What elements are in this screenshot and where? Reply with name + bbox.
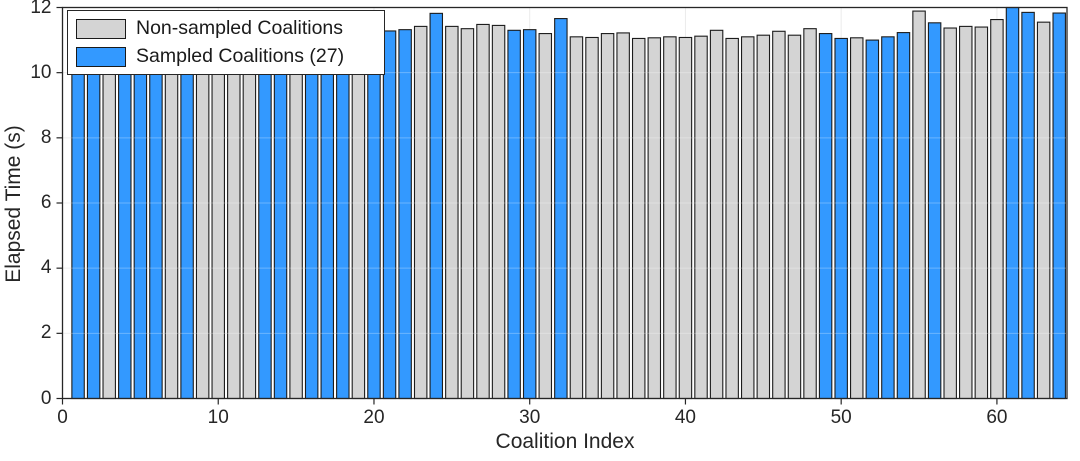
non-sampled-bar xyxy=(772,30,786,400)
non-sampled-bar xyxy=(351,30,366,400)
non-sampled-bar xyxy=(242,29,257,400)
non-sampled-bar xyxy=(709,29,724,400)
legend-entry-sampled: Sampled Coalitions (27) xyxy=(76,45,374,68)
non-sampled-bar xyxy=(631,37,646,400)
non-sampled-bar xyxy=(195,29,210,400)
sampled-bar xyxy=(429,12,444,400)
non-sampled-bar xyxy=(491,24,506,400)
sampled-bar xyxy=(896,32,911,400)
y-tick-label: 0 xyxy=(40,387,52,409)
y-tick-label: 12 xyxy=(30,0,52,18)
non-sampled-bar xyxy=(912,10,926,400)
non-sampled-bar xyxy=(1036,21,1051,400)
sampled-bar xyxy=(118,29,132,400)
non-sampled-bar xyxy=(585,36,599,400)
non-sampled-bar xyxy=(476,23,490,400)
non-sampled-bar xyxy=(211,30,225,400)
x-tick-label: 20 xyxy=(363,406,385,428)
non-sampled-bar xyxy=(850,37,864,400)
non-sampled-bar xyxy=(725,37,739,400)
sampled-bar xyxy=(1021,11,1035,400)
sampled-bar xyxy=(834,37,848,400)
non-sampled-bar xyxy=(974,26,989,400)
sampled-bar xyxy=(86,29,101,400)
sampled-bar xyxy=(818,33,833,400)
x-tick-label: 0 xyxy=(57,406,68,428)
non-sampled-bar xyxy=(647,37,662,400)
legend-label-sampled: Sampled Coalitions (27) xyxy=(136,45,345,67)
y-tick-label: 8 xyxy=(40,126,52,148)
x-tick-label: 40 xyxy=(674,406,696,428)
non-sampled-bar xyxy=(227,29,241,400)
y-tick-label: 2 xyxy=(40,322,52,344)
non-sampled-bar xyxy=(460,28,475,400)
sampled-bar xyxy=(927,22,942,400)
legend-swatch-sampled xyxy=(76,46,126,67)
non-sampled-bar xyxy=(694,35,708,400)
non-sampled-bar xyxy=(756,34,771,400)
sampled-bar xyxy=(71,29,85,400)
non-sampled-bar xyxy=(740,36,755,400)
sampled-bar xyxy=(522,29,537,400)
sampled-bar xyxy=(507,29,521,400)
sampled-bar xyxy=(133,28,148,400)
y-axis-title: Elapsed Time (s) xyxy=(2,125,25,283)
x-tick-label: 10 xyxy=(207,406,229,428)
sampled-bar xyxy=(320,29,335,400)
y-tick-label: 6 xyxy=(40,192,52,213)
non-sampled-bar xyxy=(943,27,957,400)
non-sampled-bar xyxy=(569,36,584,400)
non-sampled-bar xyxy=(164,30,179,400)
non-sampled-bar xyxy=(990,19,1004,400)
y-tick-label: 4 xyxy=(40,257,52,279)
sampled-bar xyxy=(881,36,895,400)
non-sampled-bar xyxy=(445,25,459,400)
legend-swatch-non-sampled xyxy=(76,18,126,39)
non-sampled-bar xyxy=(678,36,693,400)
non-sampled-bar xyxy=(289,30,303,400)
sampled-bar xyxy=(304,29,319,400)
x-axis-title: Coalition Index xyxy=(495,430,635,453)
legend: Non-sampled Coalitions Sampled Coalition… xyxy=(67,10,385,75)
sampled-bar xyxy=(258,29,272,400)
x-tick-label: 60 xyxy=(986,406,1008,428)
legend-label-non-sampled: Non-sampled Coalitions xyxy=(136,17,344,39)
non-sampled-bar xyxy=(538,33,553,400)
x-tick-label: 30 xyxy=(519,406,541,428)
non-sampled-bar xyxy=(787,34,802,400)
non-sampled-bar xyxy=(959,25,973,400)
sampled-bar xyxy=(180,29,194,400)
non-sampled-bar xyxy=(600,33,615,400)
legend-entry-non-sampled: Non-sampled Coalitions xyxy=(76,17,374,40)
non-sampled-bar xyxy=(663,36,677,400)
non-sampled-bar xyxy=(616,32,630,400)
sampled-bar xyxy=(336,29,350,400)
sampled-bar xyxy=(398,29,412,400)
x-tick-label: 50 xyxy=(830,406,852,428)
sampled-bar xyxy=(554,18,568,400)
sampled-bar xyxy=(367,29,381,400)
sampled-bar xyxy=(1052,12,1066,400)
sampled-bar xyxy=(273,29,288,400)
sampled-bar xyxy=(865,39,880,400)
sampled-bar xyxy=(149,29,163,400)
non-sampled-bar xyxy=(413,25,428,400)
non-sampled-bar xyxy=(102,30,116,400)
sampled-bar xyxy=(382,30,397,400)
non-sampled-bar xyxy=(803,28,817,400)
y-tick-label: 10 xyxy=(30,61,52,83)
